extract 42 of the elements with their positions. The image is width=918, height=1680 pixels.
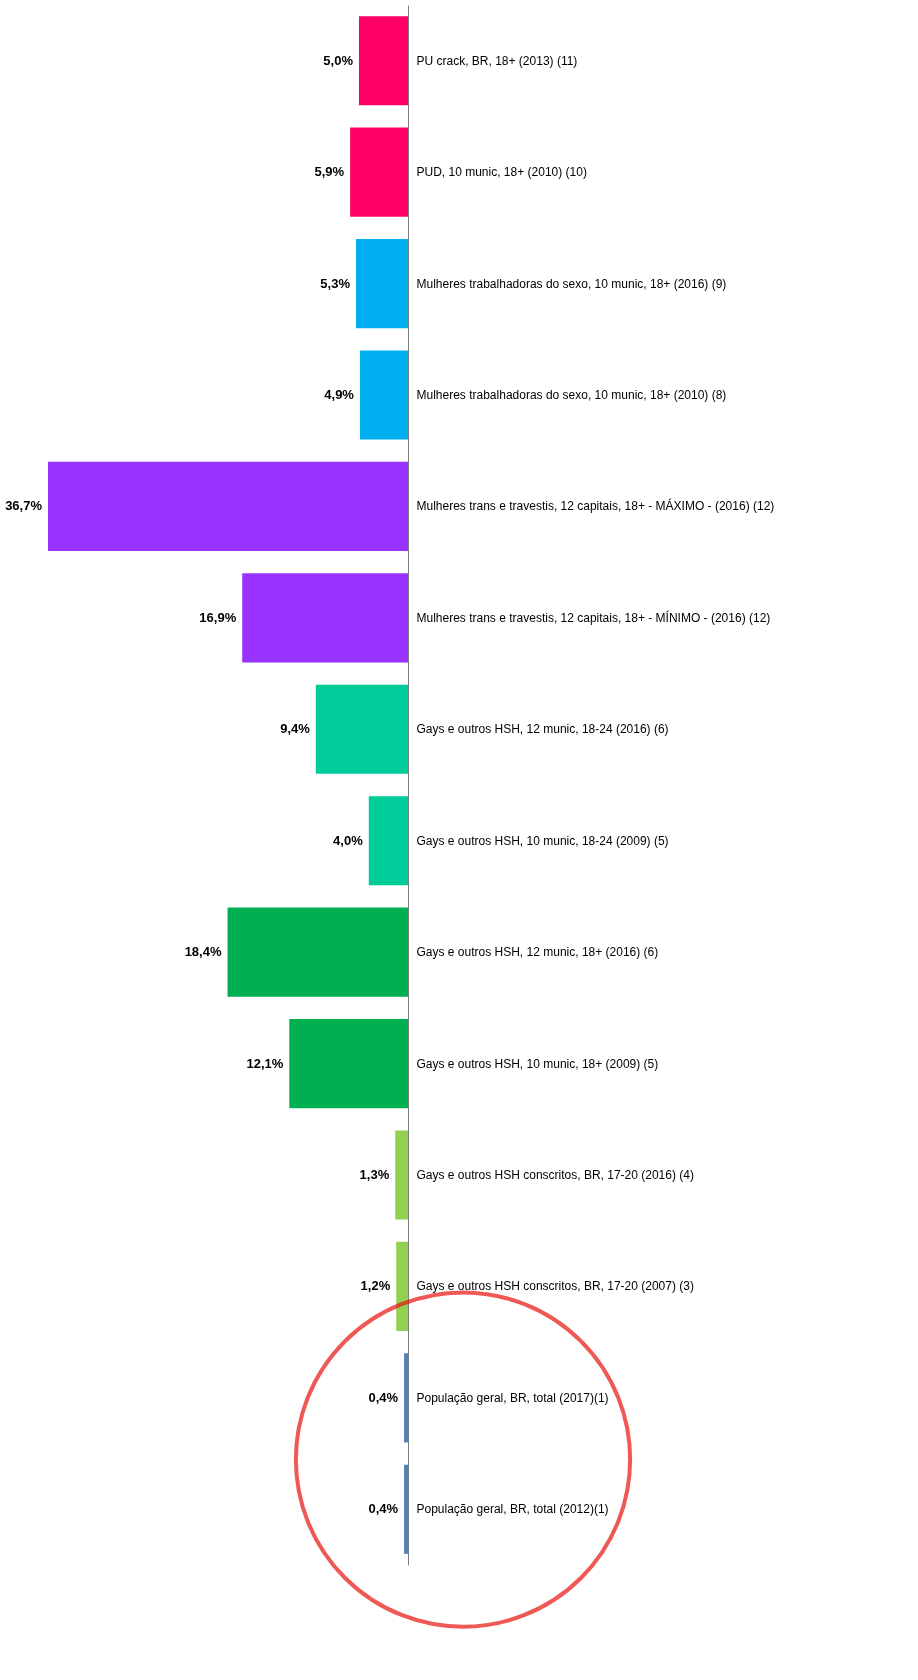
- y-tick-label: Gays e outros HSH conscritos, BR, 17-20 (2007) (3): [416, 1279, 694, 1294]
- data-label: 36,7%: [5, 498, 43, 514]
- data-label: 0,4%: [368, 1501, 399, 1517]
- data-label: 5,0%: [323, 52, 354, 68]
- y-tick-label: PU crack, BR, 18+ (2013) (11): [416, 53, 578, 68]
- data-label: 1,2%: [360, 1278, 391, 1294]
- y-tick-label: Gays e outros HSH conscritos, BR, 17-20 (2016) (4): [416, 1168, 694, 1182]
- y-tick-label: Mulheres trabalhadoras do sexo, 10 munic, 18+ (2016) (9): [416, 276, 727, 291]
- bar: [395, 1130, 408, 1220]
- data-label: 9,4%: [280, 721, 311, 737]
- y-tick-label: Mulheres trabalhadoras do sexo, 10 munic, 18+ (2010) (8): [416, 388, 727, 402]
- bar: [358, 16, 408, 106]
- y-tick-label: PUD, 10 munic, 18+ (2010) (10): [416, 165, 587, 180]
- bar: [350, 127, 408, 217]
- bar: [227, 907, 408, 997]
- y-tick-label: População geral, BR, total (2017)(1): [416, 1390, 609, 1405]
- y-tick-label: Gays e outros HSH, 10 munic, 18+ (2009) (5): [416, 1056, 659, 1071]
- data-label: 16,9%: [199, 609, 237, 625]
- data-label: 1,3%: [359, 1167, 390, 1182]
- y-tick-label: Mulheres trans e travestis, 12 capitais, 18+ - MÁXIMO - (2016) (12): [416, 498, 775, 514]
- bar: [356, 239, 408, 329]
- bar: [368, 796, 408, 886]
- y-tick-label: Gays e outros HSH, 12 munic, 18+ (2016) (6): [416, 945, 659, 960]
- bar: [315, 684, 408, 774]
- data-label: 5,3%: [320, 275, 351, 291]
- bar: [396, 1241, 408, 1331]
- y-tick-label: População geral, BR, total (2012)(1): [416, 1502, 609, 1517]
- bar: [359, 350, 408, 440]
- y-tick-label: Mulheres trans e travestis, 12 capitais, 18+ - MÍNIMO - (2016) (12): [416, 609, 771, 625]
- y-tick-label: Gays e outros HSH, 12 munic, 18-24 (2016) (6): [416, 722, 669, 737]
- data-label: 4,0%: [333, 832, 364, 848]
- data-label: 18,4%: [184, 944, 222, 960]
- bar: [404, 1464, 408, 1554]
- data-label: 5,9%: [314, 164, 345, 180]
- bar: [289, 1019, 408, 1109]
- bar: [404, 1353, 408, 1443]
- data-label: 0,4%: [368, 1389, 399, 1405]
- data-label: 12,1%: [246, 1055, 284, 1071]
- bar: [48, 461, 408, 551]
- bar: [242, 573, 408, 663]
- y-tick-label: Gays e outros HSH, 10 munic, 18-24 (2009) (5): [416, 833, 669, 848]
- data-label: 4,9%: [324, 387, 355, 402]
